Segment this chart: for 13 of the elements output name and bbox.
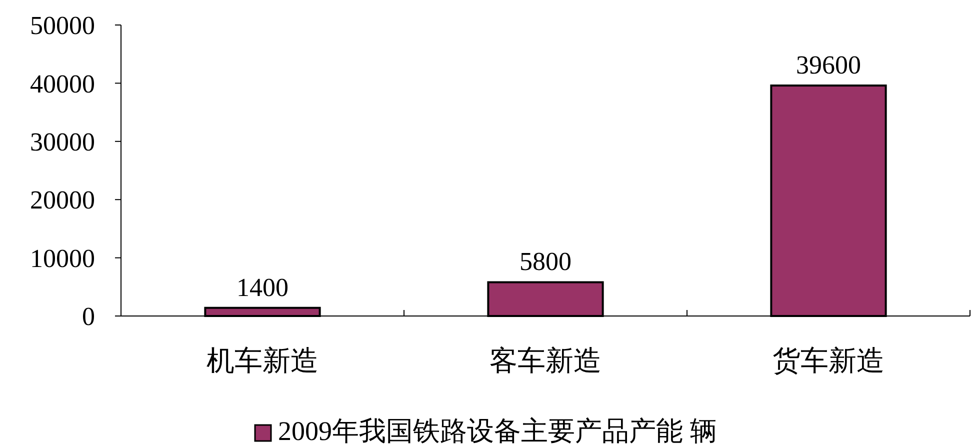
legend-label: 2009年我国铁路设备主要产品产能 辆	[278, 416, 717, 446]
data-label: 1400	[236, 272, 288, 302]
data-label: 39600	[796, 50, 861, 80]
y-tick-label: 0	[82, 302, 95, 332]
y-tick-label: 40000	[30, 69, 95, 98]
x-tick-label: 货车新造	[772, 346, 884, 377]
y-tick-label: 10000	[30, 244, 95, 273]
y-tick-label: 50000	[30, 11, 95, 40]
y-tick-label: 20000	[30, 186, 95, 215]
x-tick-label: 客车新造	[490, 346, 602, 377]
y-tick-label: 30000	[30, 128, 95, 156]
data-label: 5800	[520, 247, 572, 276]
x-tick-label: 机车新造	[206, 346, 318, 377]
